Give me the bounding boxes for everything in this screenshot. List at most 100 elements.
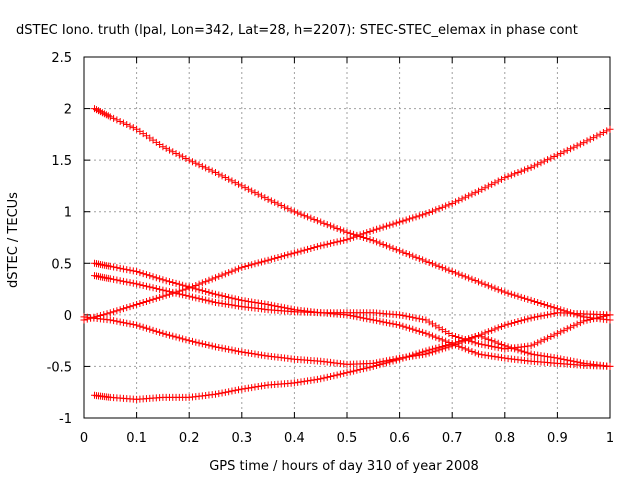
data-point [113,116,121,124]
data-point [106,113,114,121]
data-point [113,276,121,284]
data-point [248,350,256,358]
data-point [507,319,515,327]
data-point [603,127,611,135]
y-tick-label: 1.5 [51,154,72,169]
data-point [471,339,479,347]
data-point [534,351,542,359]
data-point [106,262,114,270]
data-point [103,310,111,318]
data-point [129,302,137,310]
data-point [274,253,282,261]
data-point [428,332,436,340]
data-point [304,213,312,221]
data-point [159,143,167,151]
data-point [563,146,571,154]
data-point [438,342,446,350]
data-point [527,163,535,171]
data-point [172,289,180,297]
data-point [254,190,262,198]
data-point [399,312,407,320]
data-point [396,355,404,363]
data-point [425,259,433,267]
data-point [225,175,233,183]
data-point [461,273,469,281]
data-point [606,311,614,319]
x-tick-label: 0.1 [126,431,147,446]
data-point [165,288,173,296]
data-point [169,288,177,296]
data-point [488,352,496,360]
data-point [471,189,479,197]
data-point [484,182,492,190]
data-point [560,326,568,334]
data-point [461,345,469,353]
data-point [405,352,413,360]
data-point [544,311,552,319]
data-point [317,218,325,226]
data-point [527,350,535,358]
data-point [382,319,390,327]
data-point [606,362,614,370]
data-point [244,349,252,357]
data-point [484,328,492,336]
data-point [215,390,223,398]
data-point [142,297,150,305]
data-point [225,388,233,396]
data-point [419,328,427,336]
data-point [169,332,177,340]
data-point [225,293,233,301]
data-point [366,227,374,235]
data-point [185,156,193,164]
data-point [405,324,413,332]
data-point [218,344,226,352]
data-point [488,180,496,188]
data-point [435,335,443,343]
data-point [152,294,160,302]
data-point [547,154,555,162]
data-point [310,376,318,384]
data-point [231,347,239,355]
data-point [557,328,565,336]
data-point [119,277,127,285]
data-point [343,236,351,244]
data-point [175,334,183,342]
data-point [110,263,118,271]
data-point [287,206,295,214]
data-point [218,300,226,308]
data-point [254,259,262,267]
data-point [498,322,506,330]
data-point [139,298,147,306]
data-point [162,287,170,295]
data-point [438,326,446,334]
data-point [221,300,229,308]
data-point [481,334,489,342]
data-point [498,341,506,349]
data-point [369,362,377,370]
data-point [373,317,381,325]
data-point [396,311,404,319]
data-point [165,278,173,286]
data-point [327,372,335,380]
data-point [185,283,193,291]
data-point [313,243,321,251]
data-point [445,341,453,349]
data-point [376,239,384,247]
data-point [491,179,499,187]
data-point [458,271,466,279]
data-point [484,335,492,343]
data-point [412,350,420,358]
data-point [369,316,377,324]
data-point [399,354,407,362]
data-point [580,139,588,147]
data-point [343,369,351,377]
data-point [475,278,482,286]
data-point [448,331,456,339]
data-point [432,344,440,352]
data-point [129,321,137,329]
data-point [553,329,561,337]
data-point [511,318,519,326]
data-series [91,272,614,353]
data-point [284,205,292,213]
data-point [267,197,275,205]
